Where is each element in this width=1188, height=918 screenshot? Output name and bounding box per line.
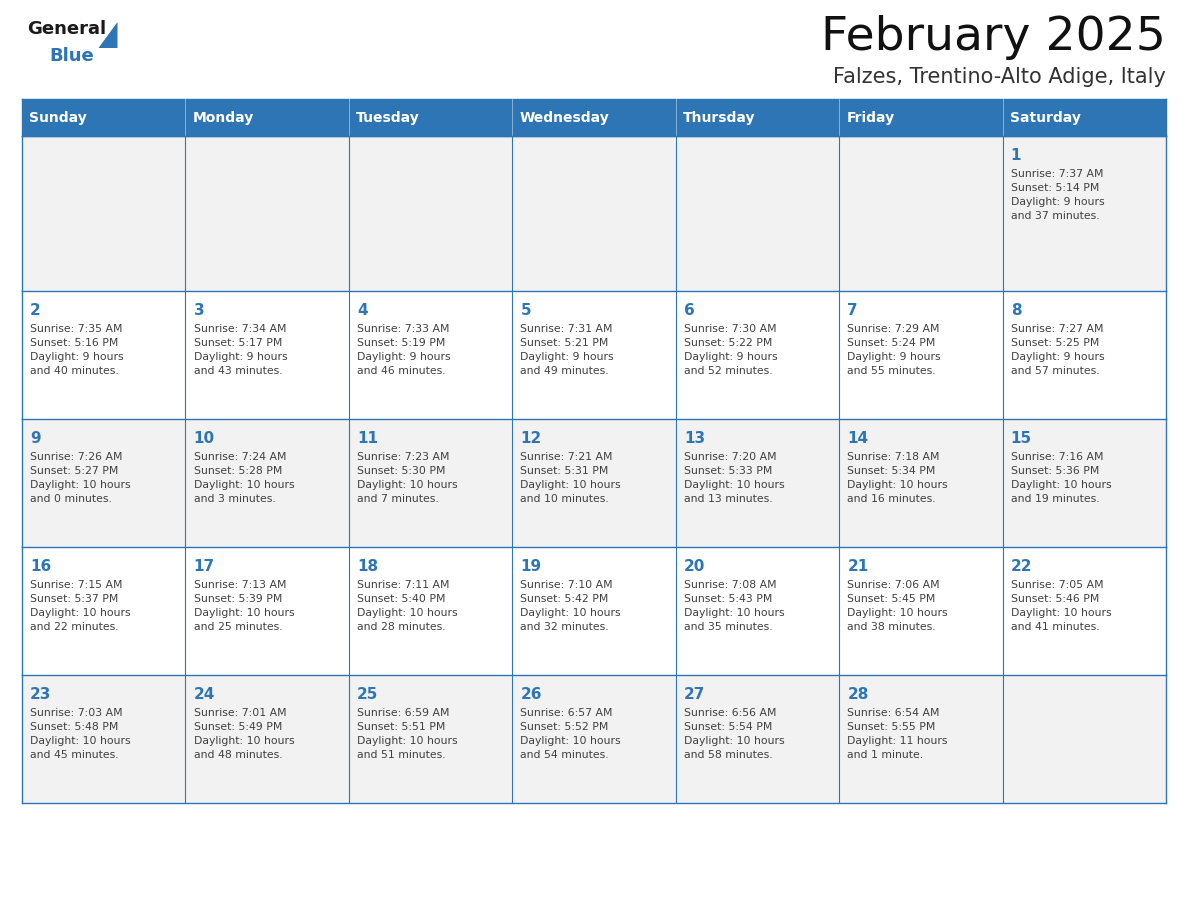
Bar bbox=[23, 547, 1165, 675]
Text: Wednesday: Wednesday bbox=[519, 110, 609, 125]
Text: Sunrise: 7:23 AM
Sunset: 5:30 PM
Daylight: 10 hours
and 7 minutes.: Sunrise: 7:23 AM Sunset: 5:30 PM Dayligh… bbox=[358, 452, 457, 504]
Text: Sunday: Sunday bbox=[30, 110, 87, 125]
Text: February 2025: February 2025 bbox=[821, 15, 1165, 60]
Polygon shape bbox=[99, 22, 118, 48]
Text: 16: 16 bbox=[30, 559, 51, 574]
Text: Monday: Monday bbox=[192, 110, 254, 125]
Text: Falzes, Trentino-Alto Adige, Italy: Falzes, Trentino-Alto Adige, Italy bbox=[833, 67, 1165, 87]
Bar bbox=[23, 99, 1165, 136]
Text: Sunrise: 7:13 AM
Sunset: 5:39 PM
Daylight: 10 hours
and 25 minutes.: Sunrise: 7:13 AM Sunset: 5:39 PM Dayligh… bbox=[194, 580, 295, 632]
Text: Sunrise: 7:27 AM
Sunset: 5:25 PM
Daylight: 9 hours
and 57 minutes.: Sunrise: 7:27 AM Sunset: 5:25 PM Dayligh… bbox=[1011, 324, 1105, 376]
Text: Sunrise: 7:35 AM
Sunset: 5:16 PM
Daylight: 9 hours
and 40 minutes.: Sunrise: 7:35 AM Sunset: 5:16 PM Dayligh… bbox=[30, 324, 124, 376]
Text: Sunrise: 7:11 AM
Sunset: 5:40 PM
Daylight: 10 hours
and 28 minutes.: Sunrise: 7:11 AM Sunset: 5:40 PM Dayligh… bbox=[358, 580, 457, 632]
Text: 9: 9 bbox=[30, 431, 40, 446]
Text: 6: 6 bbox=[684, 303, 695, 318]
Bar bbox=[23, 136, 1165, 291]
Bar bbox=[23, 419, 1165, 547]
Text: Thursday: Thursday bbox=[683, 110, 756, 125]
Text: Friday: Friday bbox=[847, 110, 895, 125]
Text: 17: 17 bbox=[194, 559, 215, 574]
Text: Sunrise: 7:10 AM
Sunset: 5:42 PM
Daylight: 10 hours
and 32 minutes.: Sunrise: 7:10 AM Sunset: 5:42 PM Dayligh… bbox=[520, 580, 621, 632]
Bar bbox=[23, 291, 1165, 419]
Text: Sunrise: 7:08 AM
Sunset: 5:43 PM
Daylight: 10 hours
and 35 minutes.: Sunrise: 7:08 AM Sunset: 5:43 PM Dayligh… bbox=[684, 580, 784, 632]
Text: 15: 15 bbox=[1011, 431, 1032, 446]
Text: 25: 25 bbox=[358, 687, 379, 702]
Text: Sunrise: 7:05 AM
Sunset: 5:46 PM
Daylight: 10 hours
and 41 minutes.: Sunrise: 7:05 AM Sunset: 5:46 PM Dayligh… bbox=[1011, 580, 1111, 632]
Text: 19: 19 bbox=[520, 559, 542, 574]
Text: 24: 24 bbox=[194, 687, 215, 702]
Text: Sunrise: 7:20 AM
Sunset: 5:33 PM
Daylight: 10 hours
and 13 minutes.: Sunrise: 7:20 AM Sunset: 5:33 PM Dayligh… bbox=[684, 452, 784, 504]
Text: Sunrise: 7:03 AM
Sunset: 5:48 PM
Daylight: 10 hours
and 45 minutes.: Sunrise: 7:03 AM Sunset: 5:48 PM Dayligh… bbox=[30, 708, 131, 760]
Text: Sunrise: 7:18 AM
Sunset: 5:34 PM
Daylight: 10 hours
and 16 minutes.: Sunrise: 7:18 AM Sunset: 5:34 PM Dayligh… bbox=[847, 452, 948, 504]
Text: Sunrise: 7:37 AM
Sunset: 5:14 PM
Daylight: 9 hours
and 37 minutes.: Sunrise: 7:37 AM Sunset: 5:14 PM Dayligh… bbox=[1011, 169, 1105, 221]
Text: Sunrise: 7:29 AM
Sunset: 5:24 PM
Daylight: 9 hours
and 55 minutes.: Sunrise: 7:29 AM Sunset: 5:24 PM Dayligh… bbox=[847, 324, 941, 376]
Text: Sunrise: 7:15 AM
Sunset: 5:37 PM
Daylight: 10 hours
and 22 minutes.: Sunrise: 7:15 AM Sunset: 5:37 PM Dayligh… bbox=[30, 580, 131, 632]
Text: 2: 2 bbox=[30, 303, 40, 318]
Text: Sunrise: 6:54 AM
Sunset: 5:55 PM
Daylight: 11 hours
and 1 minute.: Sunrise: 6:54 AM Sunset: 5:55 PM Dayligh… bbox=[847, 708, 948, 760]
Text: Sunrise: 6:56 AM
Sunset: 5:54 PM
Daylight: 10 hours
and 58 minutes.: Sunrise: 6:56 AM Sunset: 5:54 PM Dayligh… bbox=[684, 708, 784, 760]
Text: 12: 12 bbox=[520, 431, 542, 446]
Text: 14: 14 bbox=[847, 431, 868, 446]
Text: 5: 5 bbox=[520, 303, 531, 318]
Text: 8: 8 bbox=[1011, 303, 1022, 318]
Text: 27: 27 bbox=[684, 687, 706, 702]
Text: Sunrise: 7:31 AM
Sunset: 5:21 PM
Daylight: 9 hours
and 49 minutes.: Sunrise: 7:31 AM Sunset: 5:21 PM Dayligh… bbox=[520, 324, 614, 376]
Text: Sunrise: 6:57 AM
Sunset: 5:52 PM
Daylight: 10 hours
and 54 minutes.: Sunrise: 6:57 AM Sunset: 5:52 PM Dayligh… bbox=[520, 708, 621, 760]
Text: Blue: Blue bbox=[49, 47, 94, 65]
Text: Saturday: Saturday bbox=[1010, 110, 1081, 125]
Text: 18: 18 bbox=[358, 559, 378, 574]
Text: Sunrise: 7:34 AM
Sunset: 5:17 PM
Daylight: 9 hours
and 43 minutes.: Sunrise: 7:34 AM Sunset: 5:17 PM Dayligh… bbox=[194, 324, 287, 376]
Text: Sunrise: 7:26 AM
Sunset: 5:27 PM
Daylight: 10 hours
and 0 minutes.: Sunrise: 7:26 AM Sunset: 5:27 PM Dayligh… bbox=[30, 452, 131, 504]
Text: Sunrise: 7:30 AM
Sunset: 5:22 PM
Daylight: 9 hours
and 52 minutes.: Sunrise: 7:30 AM Sunset: 5:22 PM Dayligh… bbox=[684, 324, 777, 376]
Text: 4: 4 bbox=[358, 303, 367, 318]
Text: Sunrise: 7:16 AM
Sunset: 5:36 PM
Daylight: 10 hours
and 19 minutes.: Sunrise: 7:16 AM Sunset: 5:36 PM Dayligh… bbox=[1011, 452, 1111, 504]
Text: Sunrise: 6:59 AM
Sunset: 5:51 PM
Daylight: 10 hours
and 51 minutes.: Sunrise: 6:59 AM Sunset: 5:51 PM Dayligh… bbox=[358, 708, 457, 760]
Text: 11: 11 bbox=[358, 431, 378, 446]
Text: 20: 20 bbox=[684, 559, 706, 574]
Text: 26: 26 bbox=[520, 687, 542, 702]
Text: Sunrise: 7:01 AM
Sunset: 5:49 PM
Daylight: 10 hours
and 48 minutes.: Sunrise: 7:01 AM Sunset: 5:49 PM Dayligh… bbox=[194, 708, 295, 760]
Text: 23: 23 bbox=[30, 687, 51, 702]
Text: 21: 21 bbox=[847, 559, 868, 574]
Bar bbox=[23, 675, 1165, 803]
Text: Sunrise: 7:21 AM
Sunset: 5:31 PM
Daylight: 10 hours
and 10 minutes.: Sunrise: 7:21 AM Sunset: 5:31 PM Dayligh… bbox=[520, 452, 621, 504]
Text: General: General bbox=[27, 20, 106, 38]
Text: Sunrise: 7:24 AM
Sunset: 5:28 PM
Daylight: 10 hours
and 3 minutes.: Sunrise: 7:24 AM Sunset: 5:28 PM Dayligh… bbox=[194, 452, 295, 504]
Text: 28: 28 bbox=[847, 687, 868, 702]
Text: Sunrise: 7:06 AM
Sunset: 5:45 PM
Daylight: 10 hours
and 38 minutes.: Sunrise: 7:06 AM Sunset: 5:45 PM Dayligh… bbox=[847, 580, 948, 632]
Text: Sunrise: 7:33 AM
Sunset: 5:19 PM
Daylight: 9 hours
and 46 minutes.: Sunrise: 7:33 AM Sunset: 5:19 PM Dayligh… bbox=[358, 324, 450, 376]
Text: 3: 3 bbox=[194, 303, 204, 318]
Text: 1: 1 bbox=[1011, 148, 1022, 163]
Text: 10: 10 bbox=[194, 431, 215, 446]
Text: 13: 13 bbox=[684, 431, 704, 446]
Text: 7: 7 bbox=[847, 303, 858, 318]
Text: 22: 22 bbox=[1011, 559, 1032, 574]
Text: Tuesday: Tuesday bbox=[356, 110, 421, 125]
